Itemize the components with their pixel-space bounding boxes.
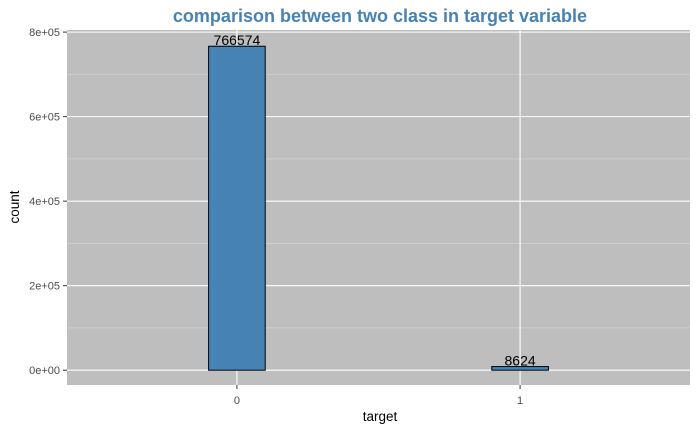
y-tick-label: 4e+05 [29,196,60,208]
y-axis-title: count [7,190,22,223]
y-tick-label: 2e+05 [29,281,60,293]
bars [208,45,549,371]
data-label: 8624 [505,353,536,369]
y-axis: 0e+00 2e+05 4e+05 6e+05 8e+05 [29,27,67,377]
data-label: 766574 [214,32,261,48]
bar [208,45,266,371]
data-labels: 766574 8624 [214,32,536,368]
chart-title: comparison between two class in target v… [173,6,587,26]
x-tick-label: 0 [234,395,240,407]
plot-panel [67,30,690,385]
x-tick-label: 1 [517,395,523,407]
y-tick-label: 0e+00 [29,365,60,377]
y-tick-label: 6e+05 [29,112,60,124]
minor-gridlines [67,74,690,329]
x-axis-title: target [363,409,398,424]
bar [491,366,549,371]
y-tick-label: 8e+05 [29,27,60,39]
